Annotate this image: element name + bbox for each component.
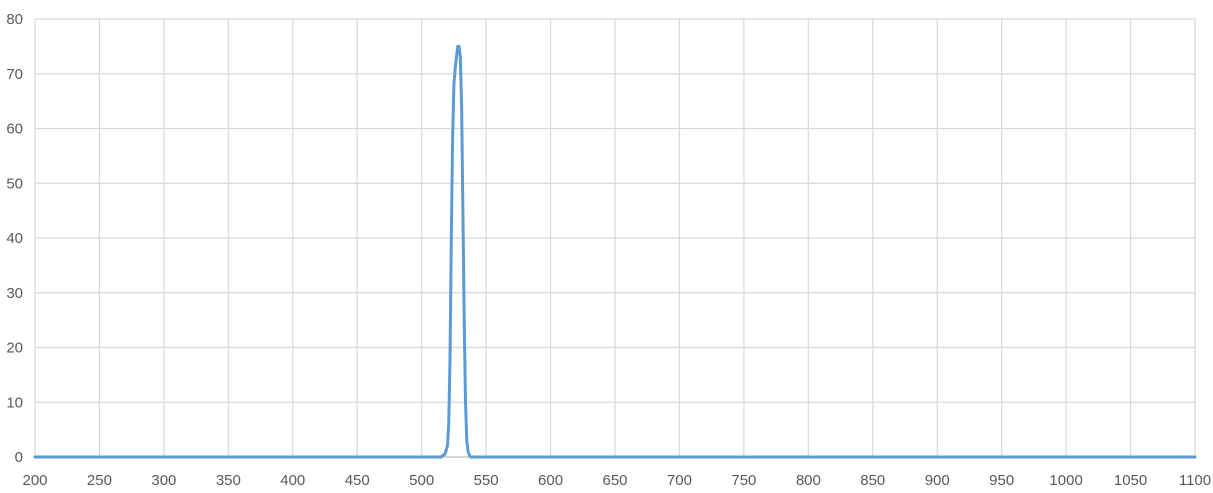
y-tick-label: 30 [6, 285, 23, 302]
y-tick-label: 20 [6, 340, 23, 357]
x-tick-label: 500 [409, 472, 434, 489]
x-tick-label: 200 [22, 472, 47, 489]
x-tick-label: 750 [731, 472, 756, 489]
y-tick-label: 0 [15, 449, 23, 466]
x-tick-label: 400 [280, 472, 305, 489]
x-tick-label: 350 [216, 472, 241, 489]
x-tick-label: 900 [925, 472, 950, 489]
x-tick-label: 950 [989, 472, 1014, 489]
y-tick-labels: 0 10 20 30 40 50 60 70 80 [6, 11, 23, 466]
y-tick-label: 10 [6, 394, 23, 411]
y-tick-label: 60 [6, 121, 23, 138]
y-tick-label: 70 [6, 66, 23, 83]
x-tick-label: 800 [796, 472, 821, 489]
y-tick-label: 50 [6, 175, 23, 192]
x-tick-label: 600 [538, 472, 563, 489]
x-tick-label: 450 [345, 472, 370, 489]
series-layer [33, 44, 1197, 459]
x-tick-label: 1000 [1049, 472, 1082, 489]
x-tick-label: 650 [602, 472, 627, 489]
gridlines [34, 18, 1196, 457]
series-line [33, 44, 1197, 459]
x-tick-label: 300 [151, 472, 176, 489]
x-tick-labels: 200 250 300 350 400 450 500 550 600 650 700 750 800 8… [22, 472, 1211, 489]
y-tick-label: 40 [6, 230, 23, 247]
x-tick-label: 250 [87, 472, 112, 489]
x-tick-label: 1050 [1114, 472, 1147, 489]
x-tick-label: 1100 [1179, 472, 1211, 489]
y-tick-label: 80 [6, 11, 23, 28]
x-tick-label: 700 [667, 472, 692, 489]
x-tick-label: 850 [860, 472, 885, 489]
x-tick-label: 550 [474, 472, 499, 489]
